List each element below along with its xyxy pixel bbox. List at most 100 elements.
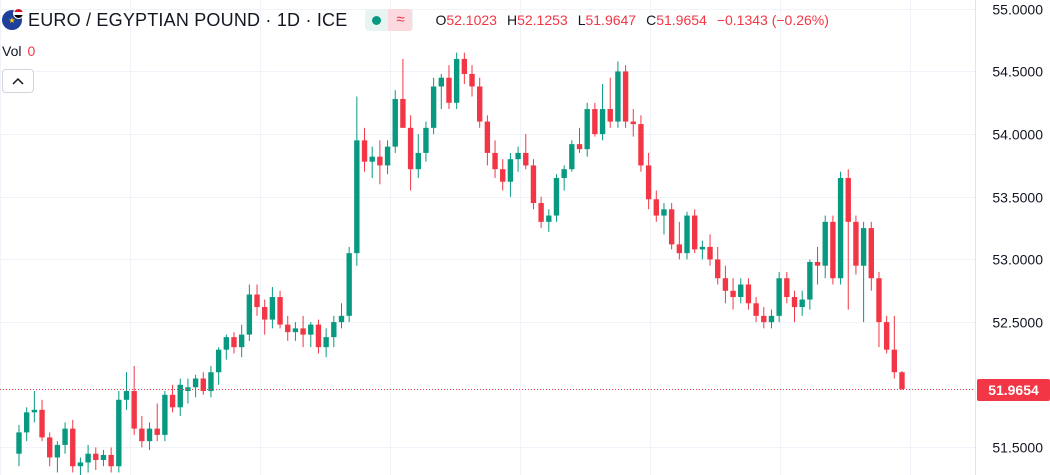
candle-body — [845, 177, 851, 222]
candle-body — [546, 215, 552, 222]
candle-body — [484, 121, 491, 153]
candle-body — [868, 228, 874, 279]
chevron-up-icon — [12, 77, 24, 85]
low-value: 51.9647 — [585, 12, 637, 28]
candle-body — [231, 337, 237, 348]
candle-body — [715, 259, 721, 279]
candle-body — [262, 307, 268, 320]
candle-body — [661, 209, 667, 216]
candle-body — [768, 315, 775, 323]
candle-body — [837, 177, 844, 279]
candle-body — [461, 58, 468, 74]
open-value: 52.1023 — [446, 12, 497, 28]
candle-body — [31, 409, 38, 413]
candle-body — [208, 372, 214, 392]
candle-body — [308, 324, 314, 335]
candle-body — [200, 378, 206, 392]
candle-body — [369, 156, 375, 162]
candle-body — [438, 77, 444, 87]
candle-body — [346, 253, 352, 316]
candle-body — [377, 156, 383, 166]
candle-body — [761, 315, 767, 323]
price-tick-label: 52.5000 — [992, 315, 1043, 331]
grid-lines — [0, 0, 975, 475]
candle-body — [93, 453, 99, 460]
high-value: 52.1253 — [517, 12, 568, 28]
close-value: 51.9654 — [656, 12, 707, 28]
candle-body — [799, 299, 805, 308]
candle-body — [523, 152, 529, 166]
egypt-flag-icon — [13, 8, 24, 19]
candle-body — [807, 261, 813, 300]
market-open-dot-icon — [372, 15, 382, 25]
last-price-label: 51.9654 — [977, 378, 1050, 401]
candle-body — [668, 209, 675, 245]
candle-body — [738, 284, 744, 298]
volume-legend[interactable]: Vol 0 — [2, 43, 35, 59]
eu-flag-icon: ★ — [2, 8, 24, 30]
market-status-group[interactable]: ≈ — [365, 9, 414, 31]
candle-body — [615, 71, 621, 122]
candle-body — [361, 140, 368, 162]
candle-body — [561, 169, 567, 178]
candle-body — [745, 284, 752, 304]
candle-body — [192, 378, 199, 388]
candle-body — [315, 324, 322, 348]
candle-body — [684, 215, 690, 254]
candle-body — [430, 86, 437, 128]
price-tick-label: 51.5000 — [992, 440, 1043, 456]
collapse-legend-button[interactable] — [2, 69, 34, 93]
candle-body — [883, 322, 890, 350]
candle-body — [415, 152, 421, 170]
candle-body — [300, 328, 306, 335]
close-label: C — [646, 12, 657, 28]
candle-body — [891, 349, 898, 373]
symbol-title[interactable]: EURO / EGYPTIAN POUND · 1D · ICE — [28, 9, 348, 30]
candle-body — [246, 294, 253, 335]
candle-body — [645, 165, 652, 200]
candle-body — [400, 99, 406, 128]
candle-body — [54, 444, 61, 458]
candle-body — [853, 221, 859, 266]
candle-body — [162, 394, 168, 435]
candle-body — [100, 454, 107, 460]
candle-body — [630, 121, 636, 125]
candle-body — [791, 297, 798, 308]
candle-body — [223, 337, 230, 350]
price-tick-label: 54.0000 — [992, 127, 1043, 143]
candle-body — [876, 278, 882, 323]
candle-body — [638, 124, 644, 166]
candle-body — [899, 372, 905, 390]
candle-body — [384, 146, 391, 166]
candle-body — [507, 159, 514, 182]
candle-body — [776, 278, 782, 316]
candle-body — [154, 428, 160, 435]
candle-body — [492, 152, 498, 170]
candle-body — [139, 428, 145, 442]
candle-body — [707, 246, 713, 260]
candle-body — [323, 337, 329, 348]
candle-body — [699, 246, 706, 250]
candle-body — [85, 453, 91, 463]
candle-body — [515, 152, 521, 160]
candle-body — [292, 328, 299, 333]
candle-body — [108, 454, 114, 467]
candle-body — [254, 294, 260, 308]
candle-body — [553, 177, 560, 216]
candle-body — [277, 297, 283, 325]
candle-body — [530, 165, 537, 204]
candle-body — [16, 432, 22, 454]
candle-body — [722, 278, 729, 291]
volume-label: Vol — [2, 43, 22, 59]
candle-body — [392, 99, 398, 147]
candle-body — [592, 109, 598, 135]
candle-body — [146, 428, 153, 442]
chart-legend-header: ★ EURO / EGYPTIAN POUND · 1D · ICE ≈ O 5… — [0, 6, 975, 34]
price-tick-label: 54.5000 — [992, 64, 1043, 80]
price-axis[interactable]: 55.0000 54.5000 54.0000 53.5000 53.0000 52.50… — [992, 2, 1043, 456]
candle-body — [177, 384, 183, 408]
candle-body — [446, 77, 452, 103]
candle-body — [169, 394, 176, 408]
candle-body — [500, 169, 506, 182]
